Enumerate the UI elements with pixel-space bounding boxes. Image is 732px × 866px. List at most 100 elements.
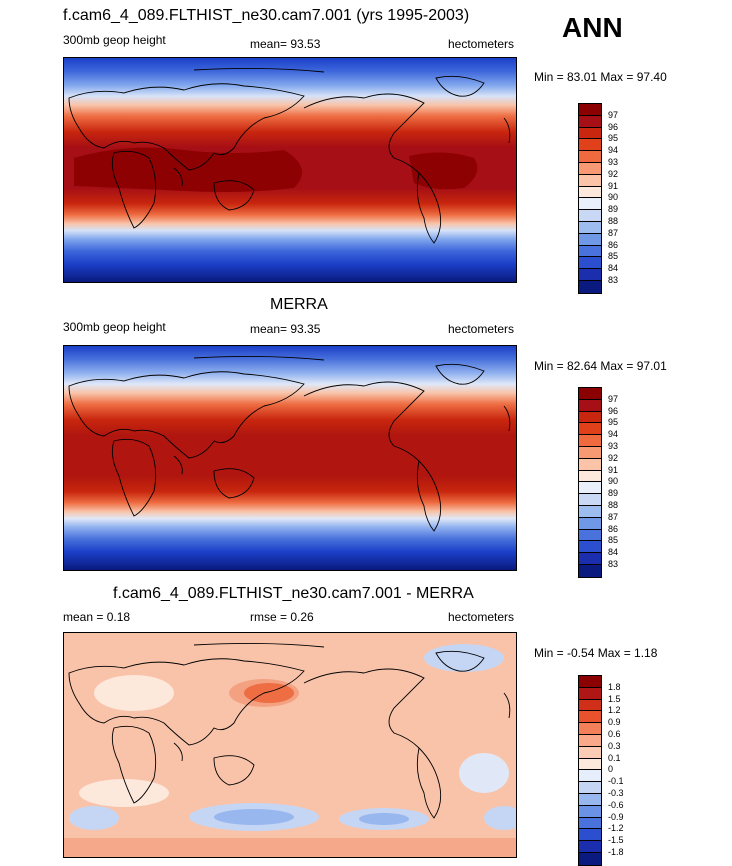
panel-3-title: f.cam6_4_089.FLTHIST_ne30.cam7.001 - MER… [113,585,474,602]
panel-3-minmax-label: Min = -0.54 Max = 1.18 [534,646,658,660]
colorbar-tick-label: 91 [608,180,619,191]
colorbar-swatch [579,139,601,152]
colorbar-tick-label: -0.1 [608,776,624,787]
colorbar-swatch [579,793,601,806]
colorbar-swatch [579,458,601,471]
colorbar-swatch [579,758,601,771]
panel-3-map [63,632,517,858]
colorbar-swatch [579,805,601,818]
colorbar-tick-label: 94 [608,429,619,440]
colorbar-swatch [579,280,601,293]
colorbar-tick-label: 87 [608,227,619,238]
panel-2-mean-label: mean= 93.35 [250,322,321,336]
colorbar-tick-label: 0 [608,764,614,775]
colorbar-swatch [579,411,601,424]
colorbar-swatch [579,829,601,842]
colorbar-swatch [579,151,601,163]
colorbar-swatch [579,517,601,530]
colorbar-tick-label: 1.8 [608,681,621,692]
panel-1-variable-label: 300mb geop height [63,33,166,47]
colorbar-swatch [579,482,601,495]
panel-2-coastlines [68,355,511,532]
colorbar-swatch [579,770,601,783]
colorbar-swatch [579,104,601,116]
colorbar-swatch [579,470,601,483]
panel-2-minmax-label: Min = 82.64 Max = 97.01 [534,359,667,373]
colorbar-tick-label: 92 [608,452,619,463]
colorbar-swatch [579,388,601,400]
colorbar-tick-label: 1.2 [608,705,621,716]
colorbar-swatch [579,852,601,865]
panel-1-map-svg [64,58,516,282]
colorbar-swatch [579,541,601,554]
panel-3-rmse-label: rmse = 0.26 [250,610,314,624]
panel-2-colorbar-box [578,387,602,578]
colorbar-tick-label: 83 [608,559,619,569]
panel-2-map-svg [64,346,516,570]
panel-2-map [63,345,517,571]
colorbar-tick-label: 93 [608,157,619,167]
panel-1-map [63,57,517,283]
colorbar-swatch [579,817,601,830]
colorbar-tick-label: 85 [608,251,619,262]
colorbar-swatch [579,115,601,128]
colorbar-swatch [579,564,601,577]
colorbar-swatch [579,198,601,211]
colorbar-tick-label: 0.6 [608,729,621,739]
panel-2-colorbar [578,387,602,578]
colorbar-tick-label: 97 [608,393,619,404]
panel-3-mean-label: mean = 0.18 [63,610,131,624]
colorbar-tick-label: -1.8 [608,847,624,857]
colorbar-tick-label: 90 [608,192,619,203]
colorbar-tick-label: 88 [608,216,619,226]
colorbar-swatch [579,494,601,506]
colorbar-tick-label: 0.9 [608,717,621,728]
colorbar-swatch [579,399,601,412]
colorbar-swatch [579,782,601,794]
colorbar-tick-label: 0.3 [608,740,621,751]
colorbar-tick-label: 88 [608,500,619,510]
colorbar-tick-label: 84 [608,263,619,274]
colorbar-swatch [579,505,601,518]
colorbar-swatch [579,210,601,222]
panel-3-colorbar-box [578,675,602,866]
colorbar-swatch [579,529,601,542]
panel-3-map-svg [64,633,516,857]
colorbar-swatch [579,423,601,436]
colorbar-tick-label: -0.9 [608,811,624,822]
colorbar-tick-label: 85 [608,535,619,546]
colorbar-swatch [579,233,601,246]
colorbar-swatch [579,269,601,281]
colorbar-tick-label: 86 [608,523,619,534]
colorbar-swatch [579,186,601,199]
colorbar-tick-label: 1.5 [608,693,621,704]
colorbar-swatch [579,553,601,565]
panel-3-coastlines [68,642,511,819]
colorbar-tick-label: -1.5 [608,835,624,846]
panel-3-colorbar [578,675,602,866]
colorbar-swatch [579,841,601,853]
colorbar-tick-label: 84 [608,547,619,558]
panel-1-minmax-label: Min = 83.01 Max = 97.40 [534,70,667,84]
panel-1-units-label: hectometers [448,37,515,51]
colorbar-swatch [579,221,601,234]
colorbar-swatch [579,162,601,175]
colorbar-tick-label: 92 [608,168,619,179]
season-label: ANN [562,12,623,43]
colorbar-swatch [579,746,601,759]
colorbar-swatch [579,127,601,140]
colorbar-swatch [579,257,601,270]
colorbar-tick-label: 87 [608,511,619,522]
colorbar-tick-label: 86 [608,239,619,250]
colorbar-tick-label: 96 [608,405,619,416]
colorbar-swatch [579,446,601,459]
colorbar-tick-label: 95 [608,417,619,428]
colorbar-tick-label: 89 [608,488,619,499]
colorbar-swatch [579,723,601,735]
panel-1-mean-label: mean= 93.53 [250,37,321,51]
colorbar-tick-label: -1.2 [608,823,624,834]
colorbar-swatch [579,245,601,258]
panel-1-coastlines [68,67,511,244]
panel-2-units-label: hectometers [448,322,515,336]
colorbar-swatch [579,699,601,712]
